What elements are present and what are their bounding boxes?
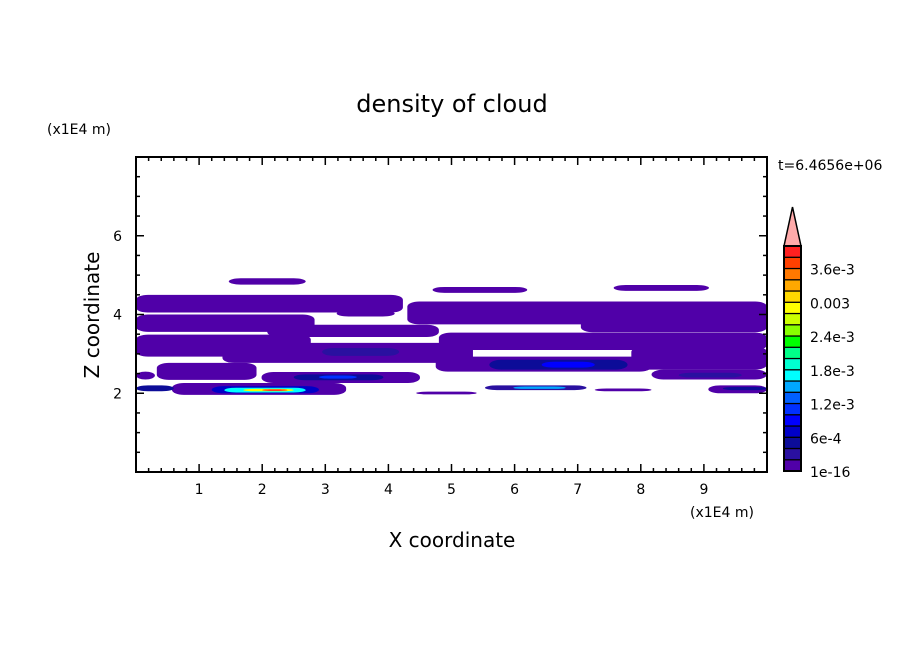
colorbar-swatch-6 [783, 391, 802, 405]
colorbar-swatch-12 [783, 324, 802, 337]
contour-region-21 [318, 375, 357, 379]
y-tick-label: 6 [113, 229, 122, 245]
contour-region-3 [613, 284, 709, 291]
contour-region-2 [432, 286, 528, 293]
x-tick-label: 4 [384, 482, 393, 498]
x-axis-label: X coordinate [389, 528, 516, 552]
colorbar-swatch-3 [783, 425, 802, 438]
colorbar-swatch-9 [783, 357, 802, 371]
y-tick-label: 4 [113, 308, 122, 324]
colorbar-label: 6e-4 [810, 431, 842, 447]
colorbar-swatch-5 [783, 402, 802, 416]
colorbar-label: 2.4e-3 [810, 330, 855, 346]
contour-region-10 [438, 332, 767, 350]
colorbar-swatch-11 [783, 335, 802, 348]
contour-region-13 [631, 346, 767, 370]
colorbar-swatch-13 [783, 312, 802, 326]
colorbar-label: 0.003 [810, 296, 850, 312]
colorbar-swatch-15 [783, 290, 802, 303]
x-tick-label: 8 [636, 482, 645, 498]
contour-region-6 [336, 310, 395, 317]
contour-region-31 [513, 386, 566, 389]
contour-region-32 [416, 391, 477, 395]
colorbar-swatch-14 [783, 301, 802, 315]
x-unit-label: (x1E4 m) [690, 505, 754, 521]
colorbar-label: 1e-16 [810, 465, 850, 481]
colorbar-swatch-2 [783, 436, 802, 450]
contour-region-7 [267, 324, 439, 337]
y-unit-label: (x1E4 m) [47, 122, 111, 138]
axis-ticks: 1 2 3 4 5 6 7 8 9 2 4 6 [113, 157, 768, 498]
contour-region-8 [580, 316, 767, 333]
contour-region-0 [228, 278, 306, 285]
x-tick-label: 5 [447, 482, 456, 498]
colorbar-swatch-16 [783, 279, 802, 292]
colorbar-swatch-0 [783, 459, 802, 472]
colorbar-over-arrow [783, 206, 802, 247]
contour-region-33 [594, 388, 652, 392]
colorbar: 1e-16 6e-4 1.2e-3 1.8e-3 2.4e-3 0.003 3.6e-3 [783, 206, 855, 481]
contour-region-35 [722, 386, 767, 391]
contour-region-16 [541, 361, 595, 368]
colorbar-label: 1.8e-3 [810, 364, 855, 380]
colorbar-swatch-10 [783, 346, 802, 360]
x-tick-label: 6 [510, 482, 519, 498]
y-tick-label: 2 [113, 386, 122, 402]
colorbar-swatch-17 [783, 267, 802, 281]
contour-regions [136, 278, 767, 395]
x-tick-label: 9 [699, 482, 708, 498]
contour-region-23 [678, 372, 742, 378]
contour-region-12 [322, 347, 400, 356]
contour-region-18 [136, 371, 155, 380]
chart-title: density of cloud [356, 90, 547, 118]
colorbar-label: 3.6e-3 [810, 263, 855, 279]
time-label: t=6.4656e+06 [778, 158, 882, 174]
x-tick-label: 7 [573, 482, 582, 498]
colorbar-swatch-7 [783, 380, 802, 393]
colorbar-swatch-1 [783, 447, 802, 461]
x-tick-label: 1 [195, 482, 204, 498]
colorbar-swatch-8 [783, 369, 802, 382]
colorbar-swatch-19 [783, 245, 802, 258]
x-tick-label: 3 [321, 482, 330, 498]
y-axis-label: Z coordinate [80, 252, 104, 379]
colorbar-frame [783, 245, 802, 472]
colorbar-swatch-4 [783, 414, 802, 427]
contour-region-29 [136, 385, 174, 392]
contour-region-28 [262, 389, 288, 391]
x-tick-label: 2 [258, 482, 267, 498]
contour-region-17 [156, 362, 257, 380]
colorbar-label: 1.2e-3 [810, 398, 855, 414]
contour-region-1 [136, 294, 403, 313]
colorbar-swatch-18 [783, 256, 802, 270]
